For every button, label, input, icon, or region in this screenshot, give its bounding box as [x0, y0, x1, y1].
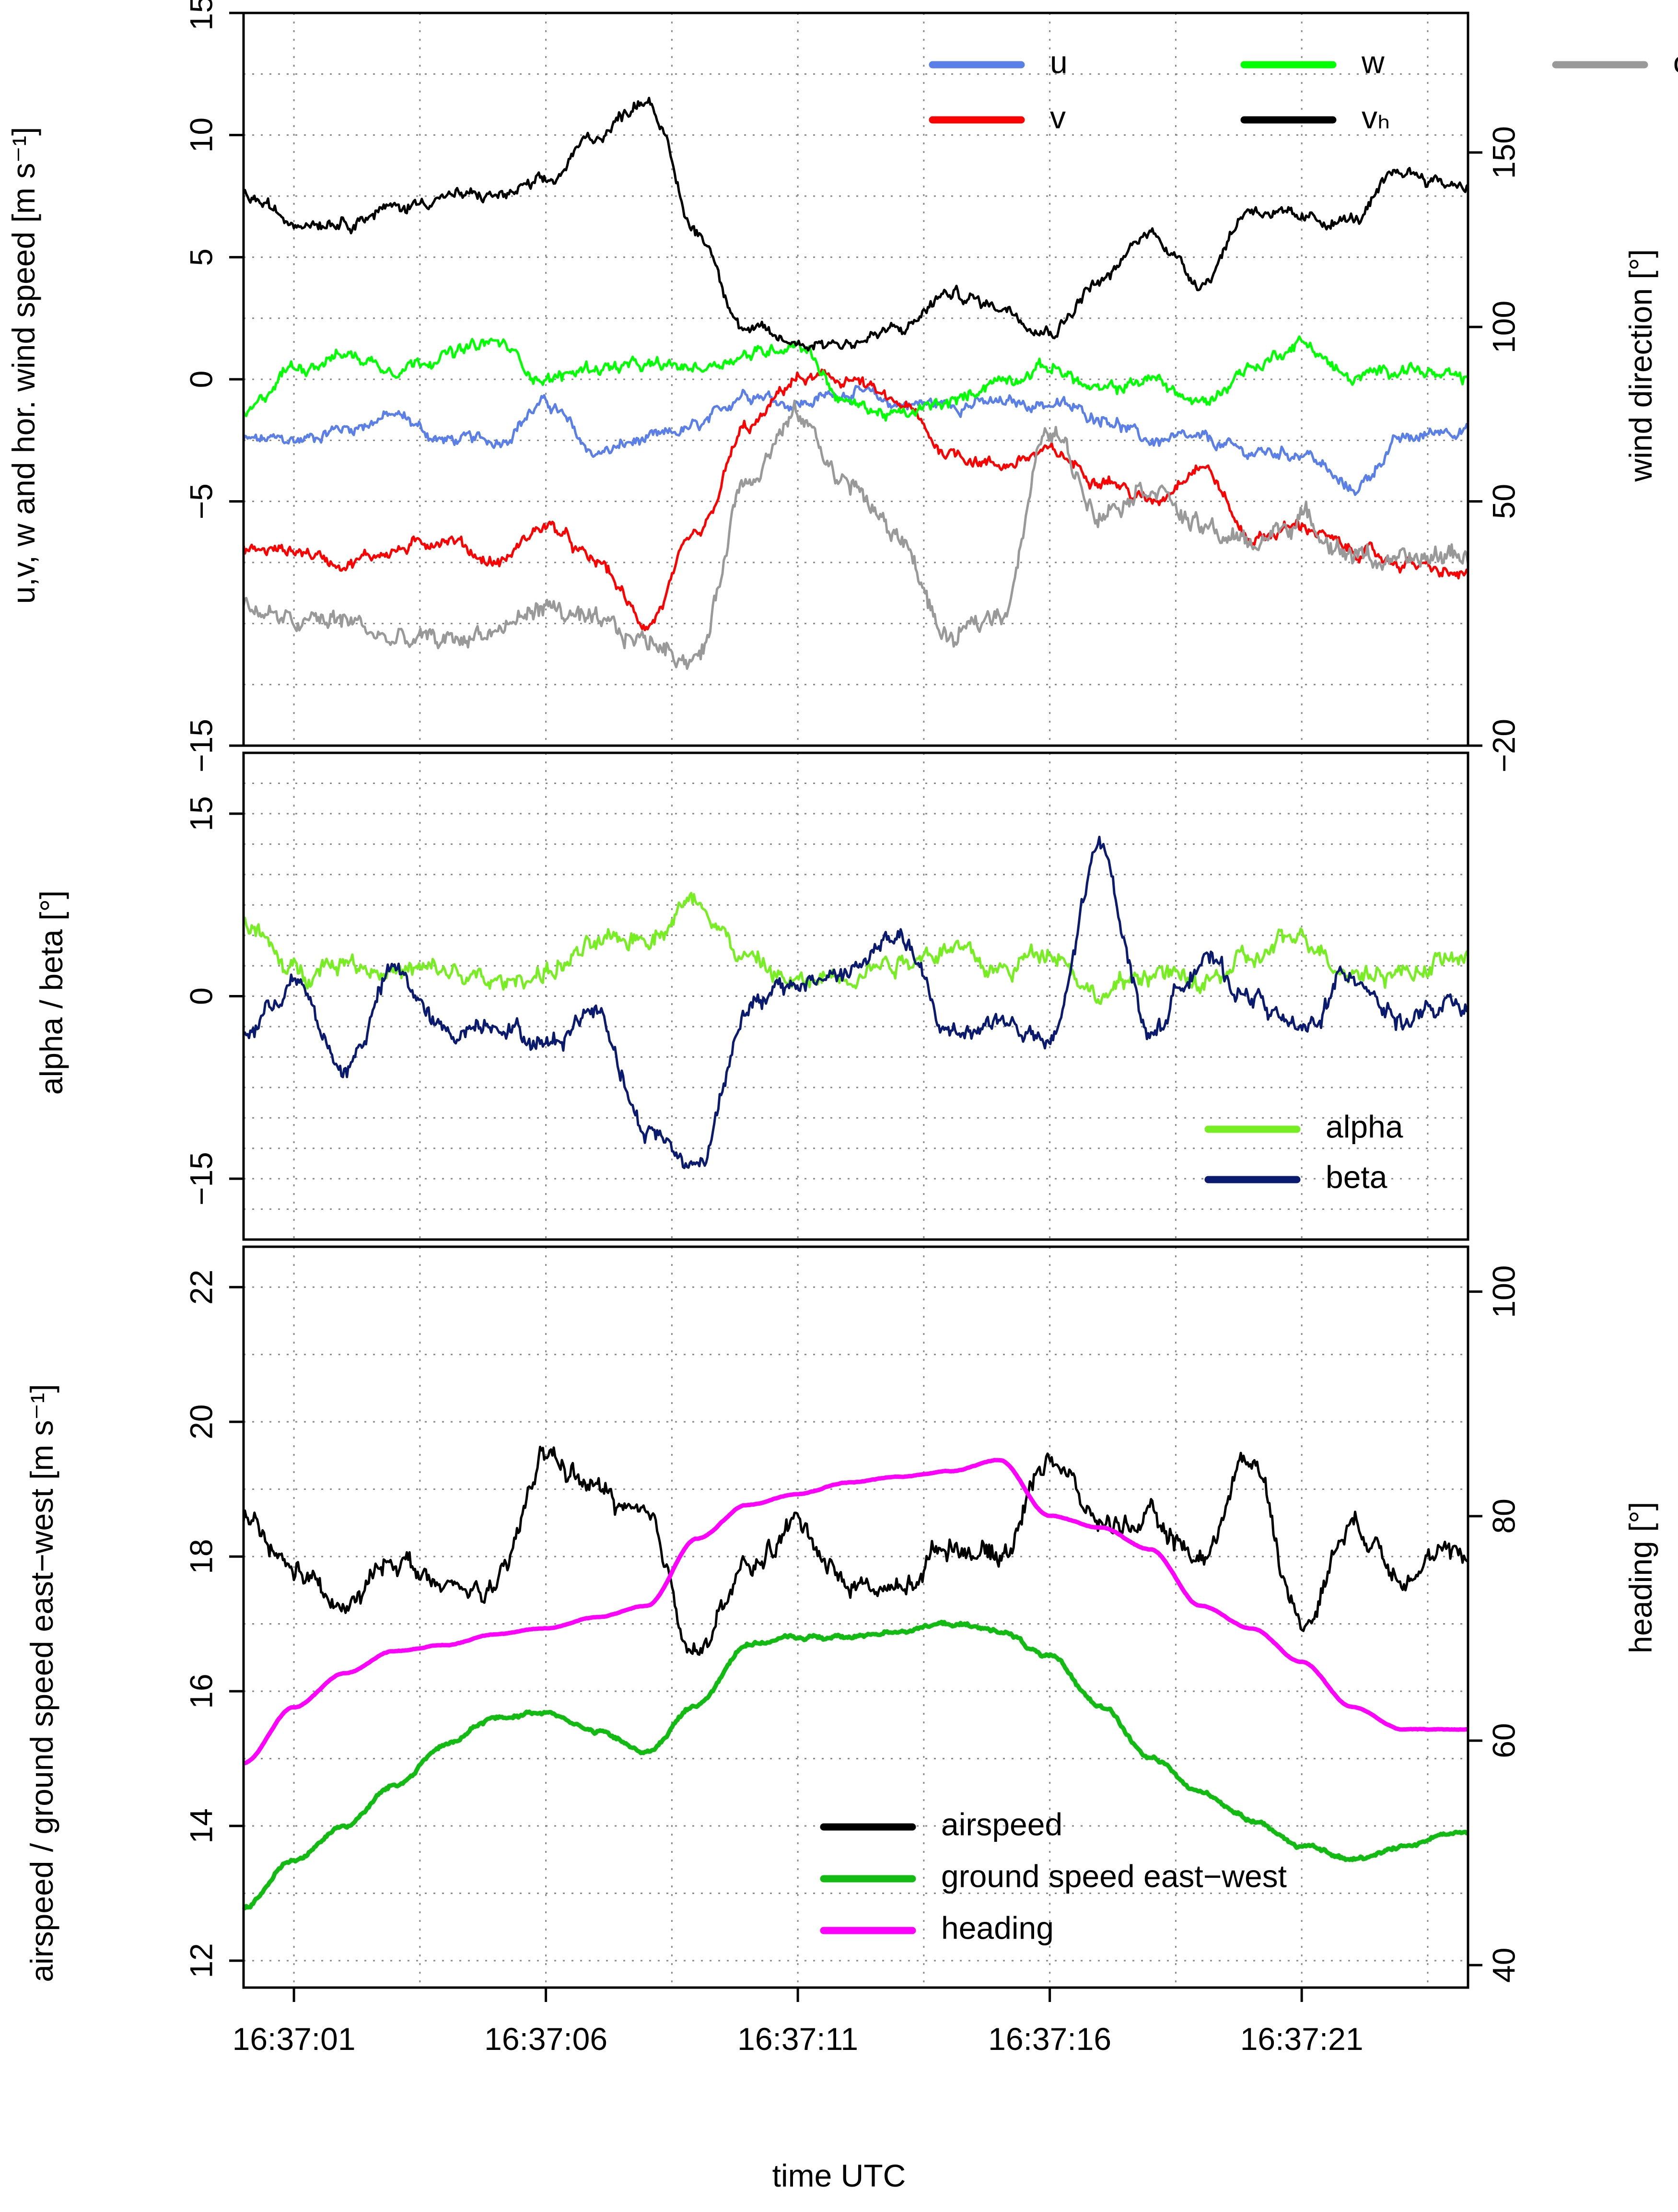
- bottom-y-axis-title: airspeed / ground speed east−west [m s⁻¹…: [24, 1384, 59, 1982]
- legend-label: airspeed: [941, 1806, 1062, 1842]
- x-axis-title: time UTC: [772, 2158, 906, 2193]
- top-y2-axis-title: wind direction [°]: [1623, 249, 1658, 482]
- x-tick-label: 16:37:06: [484, 2021, 607, 2057]
- y-tick-label: 0: [183, 371, 219, 388]
- series-line-0-2: [242, 335, 1469, 422]
- top-y-axis-title: u,v, w and hor. wind speed [m s⁻¹]: [6, 127, 41, 604]
- y-tick-label: 18: [183, 1539, 219, 1574]
- legend-label: vₕ: [1362, 99, 1390, 135]
- panel-frame: [242, 751, 1469, 1241]
- middle-y-axis-title: alpha / beta [°]: [34, 890, 69, 1095]
- legend-label: ϕ: [1673, 44, 1678, 80]
- panel-frames: [242, 12, 1469, 1989]
- y-tick-label: 22: [183, 1270, 219, 1305]
- legend-label: u: [1050, 44, 1068, 80]
- series-line-2-0: [242, 1445, 1469, 1656]
- y-tick-label: 14: [183, 1808, 219, 1843]
- y-tick-label: 5: [183, 248, 219, 266]
- legend-label: heading: [941, 1910, 1054, 1945]
- series-line-0-0: [242, 385, 1469, 496]
- y-tick-label: 16: [183, 1674, 219, 1709]
- legend-label: v: [1050, 99, 1066, 135]
- series-line-0-4: [242, 399, 1469, 670]
- x-tick-label: 16:37:11: [737, 2021, 858, 2057]
- legend-label: ground speed east−west: [941, 1858, 1287, 1894]
- y2-tick-label: 80: [1486, 1498, 1521, 1533]
- y2-tick-label: 100: [1486, 1265, 1521, 1318]
- series-line-0-3: [242, 96, 1469, 352]
- y2-tick-label: 50: [1486, 484, 1521, 519]
- legend-label: beta: [1326, 1159, 1387, 1194]
- x-tick-label: 16:37:21: [1240, 2021, 1363, 2057]
- y-tick-label: 15: [183, 796, 219, 831]
- y2-tick-label: −20: [1486, 719, 1521, 772]
- x-tick-label: 16:37:01: [233, 2021, 356, 2057]
- bottom-y2-axis-title: heading [°]: [1623, 1502, 1658, 1653]
- legend-label: alpha: [1326, 1109, 1403, 1144]
- axes: −15 −5 0 5 10 15 −20 50 100 150 −15 0 15 12 14 16 18 20 22…: [183, 0, 1521, 2057]
- y-tick-label: −15: [183, 1152, 219, 1205]
- y2-tick-label: 60: [1486, 1723, 1521, 1758]
- y-tick-label: 10: [183, 117, 219, 152]
- series-lines: [242, 96, 1469, 1910]
- y-tick-label: 0: [183, 987, 219, 1005]
- series-line-1-0: [243, 891, 1469, 1005]
- legend-label: w: [1361, 44, 1385, 80]
- x-tick-label: 16:37:16: [988, 2021, 1111, 2057]
- legends: u w ϕ v vₕ alpha beta airspeed ground speed east…: [820, 44, 1678, 1945]
- y-tick-label: 12: [183, 1943, 219, 1978]
- y-tick-label: 20: [183, 1404, 219, 1439]
- y-tick-label: 15: [183, 0, 219, 31]
- series-line-2-2: [243, 1458, 1469, 1766]
- series-line-1-1: [242, 835, 1469, 1170]
- y2-tick-label: 100: [1486, 301, 1521, 353]
- panel-frame: [242, 1245, 1469, 1989]
- y-tick-label: −15: [183, 719, 219, 772]
- grid-lines: [244, 13, 1468, 1988]
- y2-tick-label: 40: [1486, 1947, 1521, 1982]
- series-line-2-1: [242, 1619, 1469, 1910]
- series-line-0-1: [242, 368, 1469, 632]
- y2-tick-label: 150: [1486, 126, 1521, 179]
- y-tick-label: −5: [183, 483, 219, 519]
